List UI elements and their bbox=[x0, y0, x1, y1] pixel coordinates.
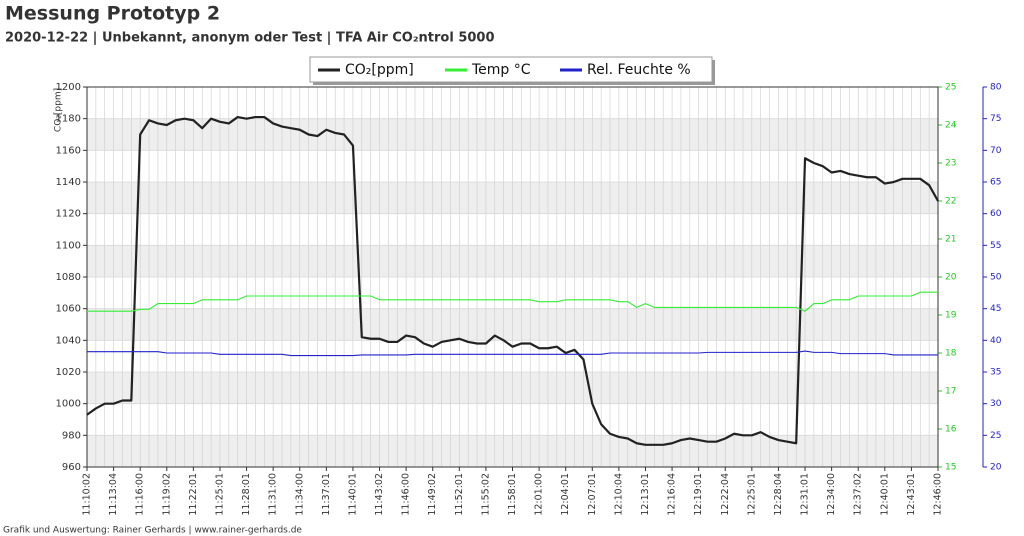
plot-border bbox=[86, 86, 939, 468]
chart-title: Messung Prototyp 2 bbox=[5, 3, 220, 25]
y2-tick-label: 21 bbox=[945, 235, 956, 245]
series-line bbox=[86, 115, 939, 446]
y2-tick-label: 23 bbox=[945, 159, 956, 169]
y-tick-label: 1180 bbox=[56, 114, 81, 125]
series-line bbox=[87, 350, 938, 357]
x-tick-label: 11:52:01 bbox=[454, 473, 465, 516]
x-tick-label: 12:01:00 bbox=[534, 473, 545, 516]
y2-tick-label: 22 bbox=[945, 197, 956, 207]
y-axis-label: CO₂[ppm] bbox=[54, 88, 64, 132]
y3-tick-label: 55 bbox=[990, 241, 1001, 251]
x-tick-label: 12:46:00 bbox=[933, 473, 944, 516]
x-tick-label: 12:07:01 bbox=[587, 473, 598, 516]
x-tick-label: 11:58:01 bbox=[507, 473, 518, 516]
x-tick-label: 12:37:02 bbox=[853, 473, 864, 516]
y2-tick-label: 24 bbox=[945, 121, 957, 131]
y3-tick-label: 50 bbox=[990, 273, 1002, 283]
x-tick-label: 12:34:00 bbox=[826, 473, 837, 516]
x-tick-label: 12:16:04 bbox=[667, 473, 678, 516]
x-tick-label: 12:04:01 bbox=[560, 473, 571, 516]
y3-tick-label: 40 bbox=[990, 336, 1002, 346]
y-tick-label: 960 bbox=[62, 462, 81, 473]
y3-tick-label: 70 bbox=[990, 146, 1002, 156]
y-tick-label: 980 bbox=[62, 430, 81, 441]
legend-label: CO₂[ppm] bbox=[345, 62, 414, 78]
y-tick-label: 1100 bbox=[56, 240, 81, 251]
footer: Grafik und Auswertung: Rainer Gerhards |… bbox=[3, 526, 302, 536]
y2-tick-label: 20 bbox=[945, 273, 957, 283]
x-tick-label: 11:31:00 bbox=[268, 473, 279, 516]
x-tick-label: 12:19:01 bbox=[693, 473, 704, 516]
x-tick-label: 11:43:02 bbox=[374, 473, 385, 516]
y3-tick-label: 20 bbox=[990, 463, 1002, 473]
x-tick-label: 12:28:04 bbox=[773, 473, 784, 516]
x-tick-label: 11:25:01 bbox=[214, 473, 225, 516]
y3-tick-label: 80 bbox=[990, 83, 1002, 93]
y2-tick-label: 25 bbox=[945, 83, 956, 93]
x-tick-label: 11:40:01 bbox=[347, 473, 358, 516]
y3-tick-label: 25 bbox=[990, 431, 1001, 441]
y3-tick-label: 30 bbox=[990, 399, 1002, 409]
legend-box bbox=[309, 56, 713, 83]
x-tick-label: 11:19:02 bbox=[161, 473, 172, 516]
y3-tick-label: 35 bbox=[990, 368, 1001, 378]
y-tick-label: 1020 bbox=[56, 367, 81, 378]
y-tick-label: 1120 bbox=[56, 209, 81, 220]
x-tick-label: 11:46:00 bbox=[401, 473, 412, 516]
x-tick-label: 12:13:01 bbox=[640, 473, 651, 516]
legend-label: Rel. Feuchte % bbox=[587, 62, 691, 78]
y-tick-label: 1160 bbox=[56, 145, 81, 156]
y3-tick-label: 45 bbox=[990, 304, 1001, 314]
y-tick-label: 1060 bbox=[56, 304, 81, 315]
x-tick-label: 11:10:02 bbox=[82, 473, 93, 516]
y-tick-label: 1200 bbox=[56, 82, 81, 93]
x-tick-label: 12:25:01 bbox=[746, 473, 757, 516]
y2-tick-label: 17 bbox=[945, 387, 956, 397]
y2-tick-label: 15 bbox=[945, 463, 956, 473]
x-tick-label: 11:34:00 bbox=[294, 473, 305, 516]
x-tick-label: 11:55:02 bbox=[480, 473, 491, 516]
y3-tick-label: 65 bbox=[990, 178, 1001, 188]
y-tick-label: 1080 bbox=[56, 272, 81, 283]
x-tick-label: 11:16:00 bbox=[135, 473, 146, 516]
y-tick-label: 1040 bbox=[56, 335, 81, 346]
x-tick-label: 12:10:04 bbox=[613, 473, 624, 516]
y2-tick-label: 19 bbox=[945, 311, 957, 321]
x-tick-label: 11:37:01 bbox=[321, 473, 332, 516]
y-tick-label: 1000 bbox=[56, 399, 81, 410]
x-tick-label: 11:28:01 bbox=[241, 473, 252, 516]
x-tick-label: 11:49:02 bbox=[427, 473, 438, 516]
y2-tick-label: 16 bbox=[945, 425, 957, 435]
legend: CO₂[ppm] Temp °C Rel. Feuchte % bbox=[309, 56, 715, 85]
x-tick-label: 12:31:01 bbox=[800, 473, 811, 516]
x-tick-label: 11:22:01 bbox=[188, 473, 199, 516]
y3-tick-label: 60 bbox=[990, 209, 1002, 219]
x-tick-label: 11:13:04 bbox=[108, 473, 119, 516]
x-tick-label: 12:22:04 bbox=[720, 473, 731, 516]
y-tick-label: 1140 bbox=[56, 177, 81, 188]
chart-subtitle: 2020-12-22 | Unbekannt, anonym oder Test… bbox=[5, 31, 495, 46]
x-tick-label: 12:43:01 bbox=[906, 473, 917, 516]
series-line bbox=[87, 291, 938, 312]
y2-tick-label: 18 bbox=[945, 349, 957, 359]
x-tick-label: 12:40:01 bbox=[879, 473, 890, 516]
legend-label: Temp °C bbox=[471, 62, 531, 78]
y3-tick-label: 75 bbox=[990, 114, 1001, 124]
